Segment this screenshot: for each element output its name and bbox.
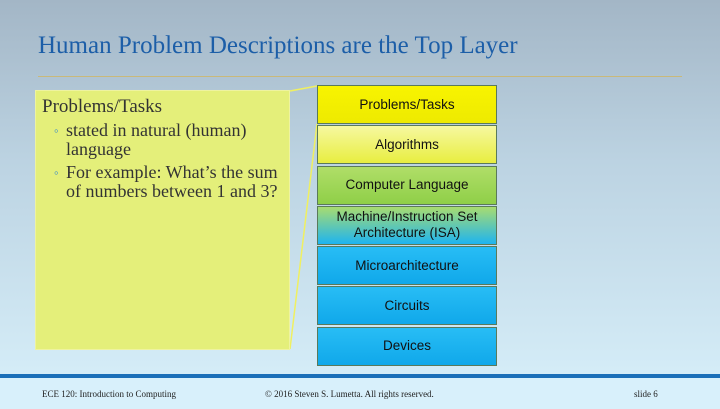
slide-title: Human Problem Descriptions are the Top L…	[38, 32, 518, 59]
layer-label: Problems/Tasks	[359, 96, 455, 112]
layer-computer-language: Computer Language	[317, 165, 497, 205]
bullet-icon: ◦	[54, 123, 59, 138]
layer-circuits: Circuits	[317, 286, 497, 326]
layer-label: Algorithms	[375, 136, 439, 152]
bullet-icon: ◦	[54, 165, 59, 180]
footer-course: ECE 120: Introduction to Computing	[42, 389, 176, 399]
title-divider	[38, 76, 682, 77]
layer-algorithms: Algorithms	[317, 125, 497, 165]
callout-heading: Problems/Tasks	[42, 96, 163, 117]
callout-bullet: ◦ stated in natural (human) language	[54, 120, 247, 159]
layer-label: Microarchitecture	[355, 257, 459, 273]
layer-devices: Devices	[317, 326, 497, 366]
layer-machine-instruction-set-architecture-isa: Machine/Instruction Set Architecture (IS…	[317, 205, 497, 245]
layer-label: Machine/Instruction Set Architecture (IS…	[336, 209, 478, 241]
callout-box: Problems/Tasks ◦ stated in natural (human…	[35, 90, 290, 350]
slide-footer: ECE 120: Introduction to Computing © 201…	[0, 374, 720, 409]
layer-label: Circuits	[384, 297, 430, 313]
layer-label: Computer Language	[345, 177, 469, 193]
layer-problems-tasks: Problems/Tasks	[317, 85, 497, 124]
footer-slide-number: slide 6	[634, 389, 658, 399]
footer-copyright: © 2016 Steven S. Lumetta. All rights res…	[265, 389, 434, 399]
layer-label: Devices	[382, 338, 431, 354]
callout-bullet: ◦ For example: What’s the sum of numbers …	[54, 162, 278, 201]
layer-microarchitecture: Microarchitecture	[317, 246, 497, 286]
abstraction-layer-stack: Problems/Tasks Algorithms Computer Languag…	[317, 85, 497, 367]
